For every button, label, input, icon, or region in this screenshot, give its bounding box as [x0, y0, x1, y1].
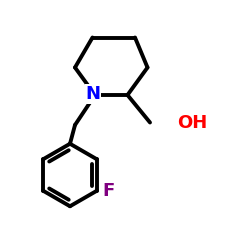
Text: N: N — [86, 85, 100, 103]
Text: F: F — [102, 182, 115, 200]
Text: OH: OH — [178, 114, 208, 132]
